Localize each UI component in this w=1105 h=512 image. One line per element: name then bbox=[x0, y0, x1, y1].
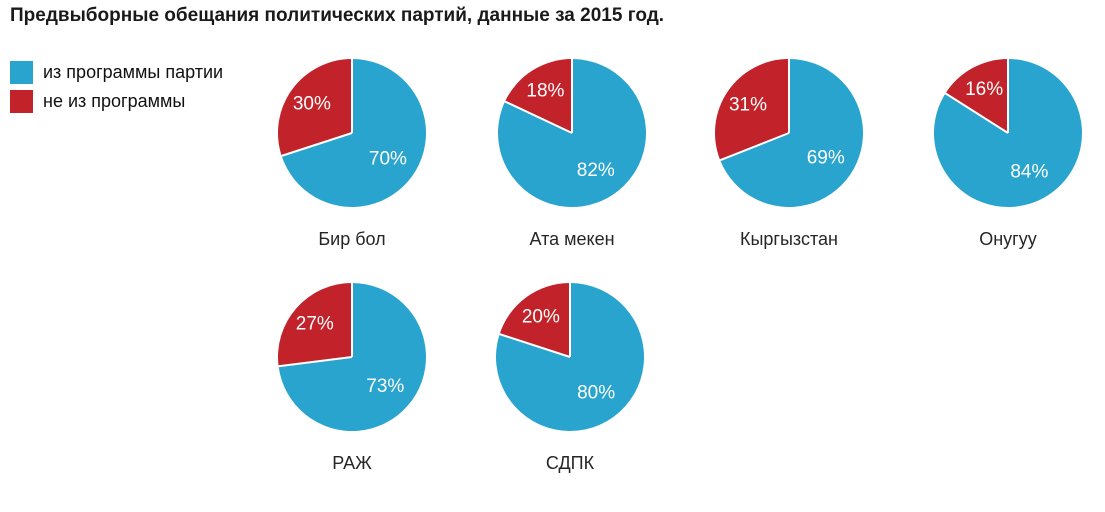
pie-chart: 84% 16% bbox=[934, 59, 1082, 207]
pie-slice bbox=[505, 59, 572, 133]
pie-title: Кыргызстан bbox=[740, 229, 838, 249]
pie-chart: 70% 30% bbox=[278, 59, 426, 207]
pie-slice bbox=[945, 59, 1008, 133]
pie-slice bbox=[720, 59, 863, 207]
pie-title: Бир бол bbox=[318, 229, 386, 249]
pie-slice bbox=[715, 59, 789, 161]
slice-value-label: 73% bbox=[366, 376, 404, 397]
slice-value-label: 16% bbox=[965, 79, 1003, 100]
slice-value-label: 18% bbox=[526, 81, 564, 102]
pie-chart: 73% 27% bbox=[278, 283, 426, 431]
pie-title: Ата мекен bbox=[529, 229, 615, 249]
slice-separator bbox=[719, 132, 790, 162]
legend-item-not-from-program: не из программы bbox=[10, 90, 223, 113]
slice-separator bbox=[944, 92, 1009, 134]
slice-separator bbox=[499, 333, 571, 358]
slice-value-label: 70% bbox=[369, 149, 407, 170]
pie-slice bbox=[278, 283, 352, 367]
pie-title: Онугуу bbox=[979, 229, 1037, 249]
slice-value-label: 31% bbox=[729, 95, 767, 116]
pie-chart: 80% 20% bbox=[496, 283, 644, 431]
slice-value-label: 82% bbox=[577, 160, 615, 181]
pie-chart: 82% 18% bbox=[498, 59, 646, 207]
slice-separator bbox=[281, 132, 353, 157]
chart-title: Предвыборные обещания политических парти… bbox=[10, 5, 665, 26]
pie-chart: 69% 31% bbox=[715, 59, 863, 207]
slice-value-label: 84% bbox=[1010, 161, 1048, 182]
legend-label: из программы партии bbox=[43, 62, 224, 82]
slice-value-label: 80% bbox=[577, 382, 615, 403]
legend-swatch-blue-icon bbox=[10, 61, 33, 84]
pie-slice bbox=[281, 59, 426, 207]
legend-swatch-red-icon bbox=[10, 90, 33, 113]
slice-value-label: 27% bbox=[296, 314, 334, 335]
pie-slice bbox=[278, 59, 352, 156]
pie-slice bbox=[499, 283, 570, 357]
legend: из программы партии не из программы bbox=[10, 61, 223, 119]
slice-separator bbox=[504, 100, 573, 134]
slice-value-label: 20% bbox=[522, 306, 560, 327]
slice-value-label: 30% bbox=[293, 93, 331, 114]
pie-title: СДПК bbox=[545, 453, 595, 473]
slice-value-label: 69% bbox=[807, 147, 845, 168]
pie-title: РАЖ bbox=[332, 453, 372, 473]
slice-separator bbox=[278, 356, 353, 368]
legend-label: не из программы bbox=[43, 91, 186, 111]
legend-item-from-program: из программы партии bbox=[10, 61, 223, 84]
